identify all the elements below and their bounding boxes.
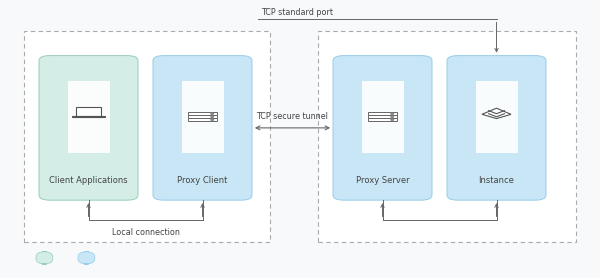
Text: Proxy Client: Proxy Client: [178, 176, 227, 185]
Circle shape: [391, 116, 394, 117]
Circle shape: [211, 113, 214, 114]
FancyBboxPatch shape: [78, 252, 95, 264]
FancyBboxPatch shape: [188, 112, 217, 115]
FancyBboxPatch shape: [447, 56, 546, 200]
Bar: [24, 31, 270, 242]
Polygon shape: [482, 108, 511, 119]
FancyBboxPatch shape: [36, 252, 53, 264]
FancyBboxPatch shape: [368, 118, 397, 121]
FancyBboxPatch shape: [361, 81, 404, 153]
Circle shape: [211, 116, 214, 117]
Text: Instance: Instance: [479, 176, 514, 185]
FancyBboxPatch shape: [153, 56, 252, 200]
FancyBboxPatch shape: [182, 81, 223, 153]
Circle shape: [391, 119, 394, 120]
Circle shape: [391, 113, 394, 114]
FancyBboxPatch shape: [68, 81, 110, 153]
Text: Proxy Server: Proxy Server: [356, 176, 409, 185]
Circle shape: [211, 119, 214, 120]
FancyBboxPatch shape: [73, 116, 105, 117]
FancyBboxPatch shape: [76, 107, 101, 116]
FancyBboxPatch shape: [39, 56, 138, 200]
Text: TCP standard port: TCP standard port: [261, 8, 333, 17]
Bar: [318, 31, 576, 242]
FancyBboxPatch shape: [188, 115, 217, 118]
Text: Client Applications: Client Applications: [49, 176, 128, 185]
Text: TCP secure tunnel: TCP secure tunnel: [257, 112, 328, 121]
FancyBboxPatch shape: [368, 115, 397, 118]
FancyBboxPatch shape: [188, 118, 217, 121]
FancyBboxPatch shape: [368, 112, 397, 115]
FancyBboxPatch shape: [333, 56, 432, 200]
FancyBboxPatch shape: [476, 81, 517, 153]
Text: Local connection: Local connection: [112, 228, 179, 237]
